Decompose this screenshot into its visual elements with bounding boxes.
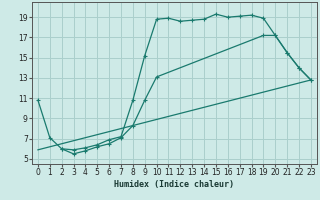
X-axis label: Humidex (Indice chaleur): Humidex (Indice chaleur)	[115, 180, 234, 189]
